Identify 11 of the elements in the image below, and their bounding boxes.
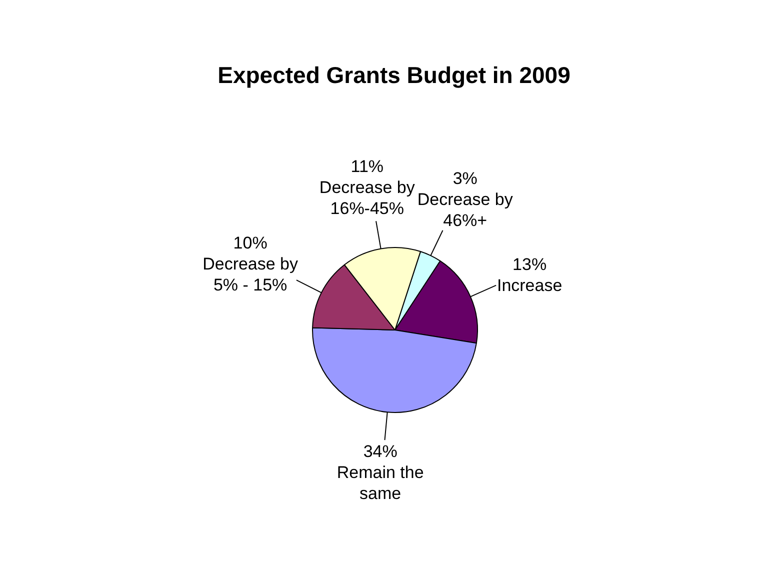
slice-label: Decrease by 46%+: [417, 190, 514, 230]
slice-label: Decrease by 5% - 15%: [202, 254, 299, 295]
data-label: 11%: [350, 156, 384, 176]
data-label: 10%: [233, 234, 268, 253]
slice-label: Decrease by 16%-45%: [319, 178, 416, 218]
slice-label: Remain the same: [336, 463, 424, 504]
data-label: 34%: [363, 442, 398, 462]
slice-label: Increase: [496, 276, 562, 296]
data-label: 13%: [512, 255, 547, 274]
data-label: 3%: [452, 168, 478, 188]
chart-title: Expected Grants Budget in 2009: [216, 62, 572, 89]
